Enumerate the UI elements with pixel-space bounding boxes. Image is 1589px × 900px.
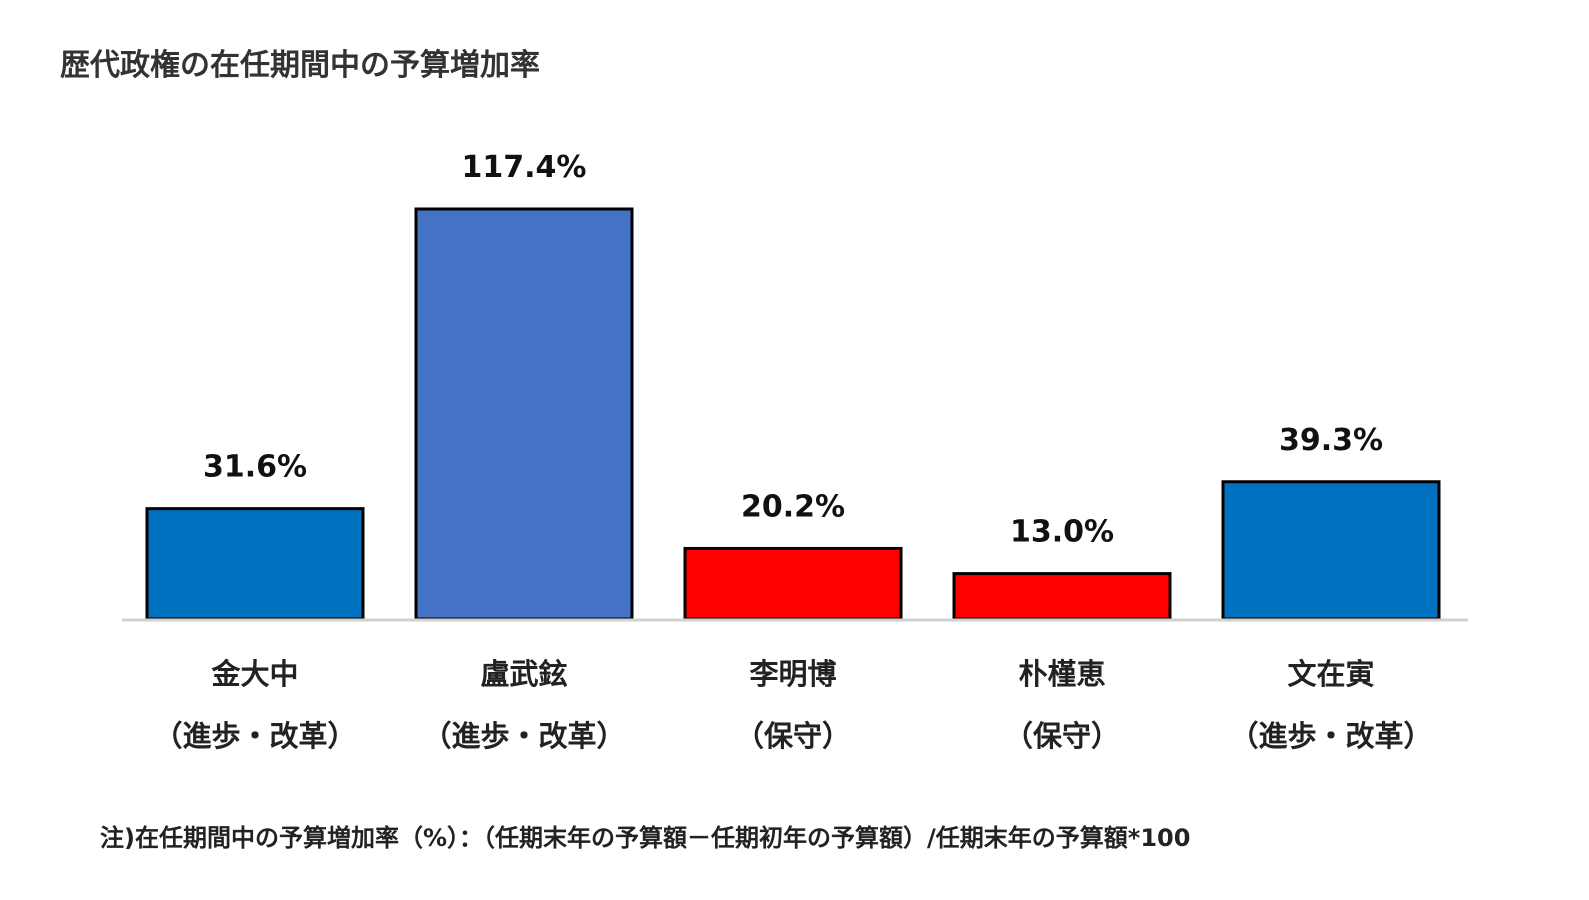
value-label-4: 13.0%: [1010, 515, 1114, 550]
group-label-3: （保守）: [735, 719, 851, 753]
value-label-1: 31.6%: [203, 450, 307, 485]
value-label-3: 20.2%: [741, 489, 845, 524]
group-label-1: （進歩・改革）: [153, 719, 356, 753]
bars-layer: [145, 207, 1441, 621]
footnote: 注)在任期間中の予算増加率（%）：（任期末年の予算額－任期初年の予算額）/任期末…: [100, 824, 1191, 852]
bar-4: [952, 572, 1172, 621]
group-label-2: （進歩・改革）: [422, 719, 625, 753]
category-label-4: 朴槿恵: [1018, 657, 1105, 691]
bar-3: [683, 546, 903, 621]
category-label-5: 文在寅: [1287, 657, 1374, 691]
bar-2: [414, 207, 634, 621]
bar-5: [1221, 480, 1441, 621]
category-label-1: 金大中: [210, 657, 298, 691]
category-label-2: 盧武鉉: [480, 657, 567, 691]
labels-layer: 31.6% 金大中 （進歩・改革） 117.4% 盧武鉉 （進歩・改革） 20.2% 李明博 （…: [153, 150, 1432, 753]
group-label-4: （保守）: [1004, 719, 1120, 753]
chart-title: 歴代政権の在任期間中の予算増加率: [60, 48, 540, 83]
value-label-5: 39.3%: [1279, 423, 1383, 458]
category-label-3: 李明博: [749, 657, 836, 691]
group-label-5: （進歩・改革）: [1229, 719, 1432, 753]
bar-1: [145, 507, 365, 621]
value-label-2: 117.4%: [462, 150, 587, 185]
